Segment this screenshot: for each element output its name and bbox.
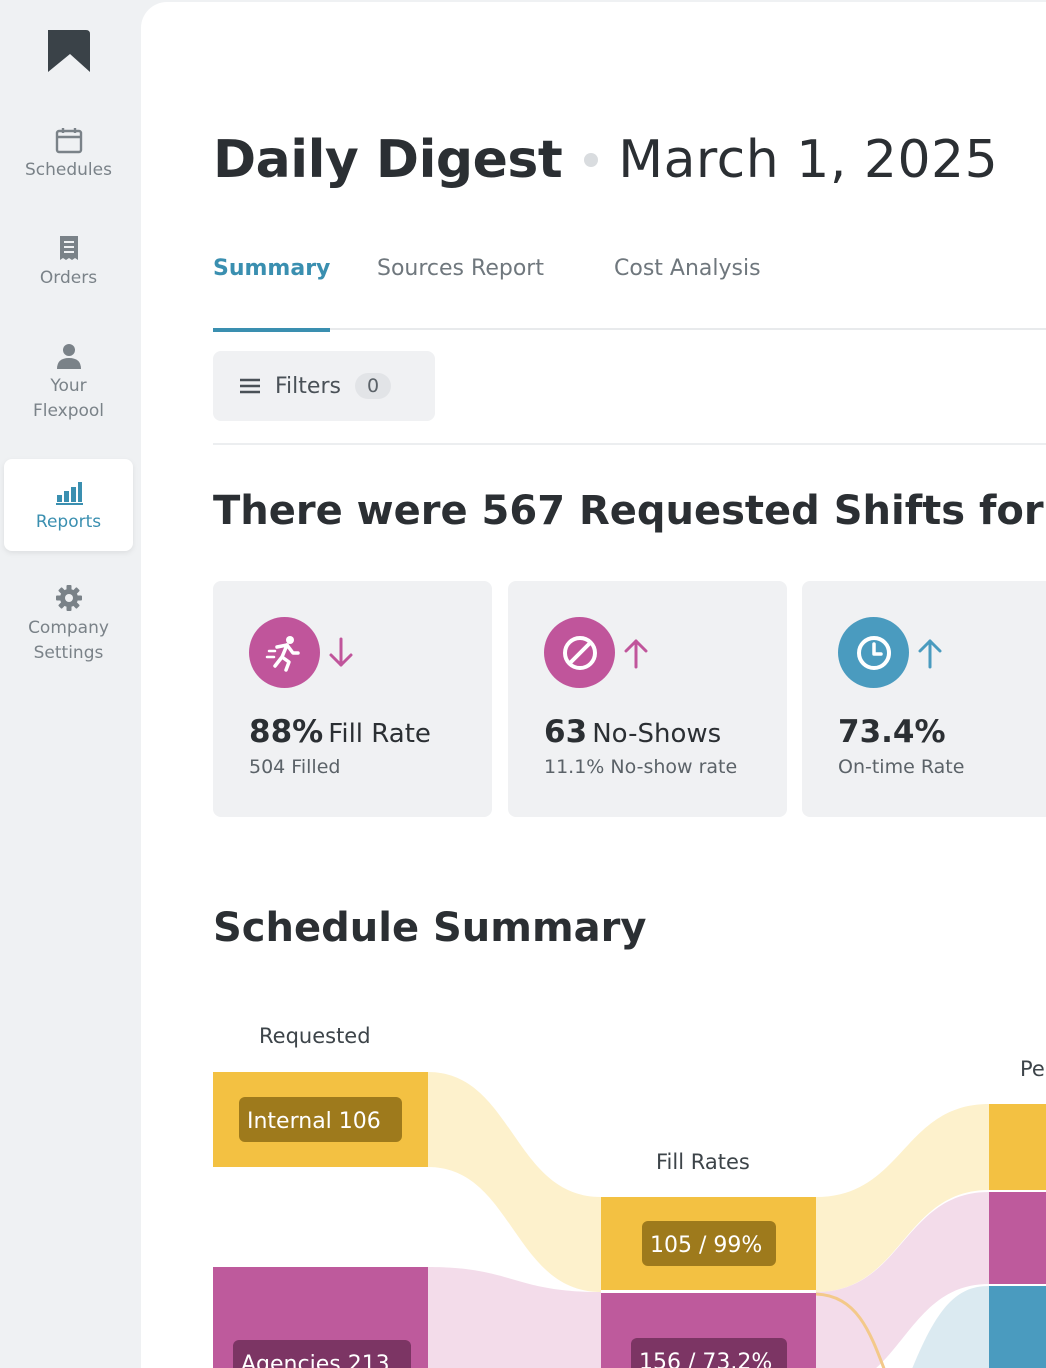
- filters-label: Filters: [275, 373, 341, 399]
- sidebar-item-label: Your: [50, 376, 87, 396]
- sidebar-item-label: Schedules: [25, 160, 112, 180]
- filters-count-badge: 0: [354, 373, 392, 399]
- page-date: March 1, 2025: [618, 130, 999, 190]
- logo-icon[interactable]: [44, 28, 94, 74]
- node-label-fill-magenta: 156 / 73.2%: [639, 1350, 772, 1368]
- flow-internal-to-fill: [428, 1072, 601, 1292]
- trend-up-arrow-icon: [624, 639, 648, 669]
- node-label-bg: [239, 1097, 402, 1142]
- metric-subtext: 11.1% No-show rate: [544, 756, 738, 778]
- metric-number: 73.4%: [838, 714, 946, 750]
- column-label-fill-rates: Fill Rates: [656, 1150, 750, 1174]
- bar-chart-icon: [53, 476, 85, 508]
- metric-subtext: 504 Filled: [249, 756, 341, 778]
- clock-icon: [838, 617, 909, 688]
- page-title: Daily Digest March 1, 2025: [213, 130, 998, 190]
- metric-card-fill-rate: 88% Fill Rate 504 Filled: [213, 581, 492, 817]
- node-next-magenta[interactable]: [989, 1192, 1046, 1284]
- node-label-bg: [642, 1221, 776, 1266]
- tab-bar: Summary Sources Report Cost Analysis: [213, 252, 1046, 332]
- trend-down-arrow-icon: [329, 637, 353, 667]
- tab-summary[interactable]: Summary: [213, 256, 331, 332]
- metric-value: 88% Fill Rate: [249, 714, 431, 750]
- page-title-text: Daily Digest: [213, 130, 563, 190]
- node-label-internal: Internal 106: [247, 1109, 381, 1134]
- node-label-bg: [631, 1338, 787, 1368]
- metric-label: Fill Rate: [328, 719, 431, 749]
- column-label-next: Pe: [1020, 1057, 1045, 1081]
- flow-fill-to-next-yellow: [816, 1104, 989, 1292]
- flow-thin-yellow: [815, 1292, 886, 1368]
- node-label-fill-yellow: 105 / 99%: [650, 1233, 762, 1258]
- schedule-summary-title: Schedule Summary: [213, 905, 647, 951]
- title-separator-dot: [584, 153, 599, 167]
- running-person-icon: [249, 617, 320, 688]
- metric-value: 63 No-Shows: [544, 714, 721, 750]
- person-icon: [53, 340, 85, 372]
- prohibited-icon: [544, 617, 615, 688]
- sidebar-item-orders[interactable]: Orders: [4, 232, 133, 302]
- calendar-icon: [53, 124, 85, 156]
- sidebar-item-label: Orders: [39, 268, 98, 288]
- sidebar-item-label: Reports: [35, 511, 102, 532]
- sidebar-item-label: Company: [28, 618, 109, 638]
- column-label-requested: Requested: [259, 1024, 371, 1048]
- metric-number: 63: [544, 714, 588, 750]
- sidebar-item-company-settings[interactable]: Company Settings: [4, 582, 133, 674]
- sidebar-item-flexpool[interactable]: Your Flexpool: [4, 340, 133, 432]
- node-next-blue[interactable]: [989, 1286, 1046, 1368]
- flow-fill-to-next-blue: [912, 1286, 989, 1368]
- sidebar-item-reports[interactable]: Reports: [4, 459, 133, 551]
- sidebar-item-label: Flexpool: [32, 401, 105, 421]
- metric-card-on-time-rate: 73.4% On-time Rate: [802, 581, 1046, 817]
- metric-value: 73.4%: [838, 714, 946, 750]
- tab-sources-report[interactable]: Sources Report: [377, 256, 544, 281]
- receipt-icon: [53, 232, 85, 264]
- metric-card-no-shows: 63 No-Shows 11.1% No-show rate: [508, 581, 787, 817]
- tab-cost-analysis[interactable]: Cost Analysis: [614, 256, 761, 281]
- sidebar: Schedules Orders Your Flexpool Reports: [0, 0, 140, 1368]
- trend-up-arrow-icon: [918, 639, 942, 669]
- requested-shifts-headline: There were 567 Requested Shifts for th: [213, 488, 1046, 534]
- gear-icon: [53, 582, 85, 614]
- sidebar-item-label: Settings: [33, 643, 104, 663]
- metric-number: 88%: [249, 714, 324, 750]
- flow-agencies-to-fill: [428, 1267, 601, 1368]
- metric-subtext: On-time Rate: [838, 756, 965, 778]
- filters-button[interactable]: Filters 0: [213, 351, 435, 421]
- divider: [213, 443, 1046, 445]
- main-panel: Daily Digest March 1, 2025 Summary Sourc…: [141, 2, 1046, 1368]
- metric-label: No-Shows: [592, 719, 722, 749]
- schedule-summary-sankey: Requested Fill Rates Pe Internal 106 Age…: [213, 1024, 1046, 1368]
- filter-lines-icon: [240, 378, 260, 394]
- node-label-bg: [233, 1340, 411, 1368]
- node-label-agencies: Agencies 213: [241, 1352, 390, 1368]
- sidebar-item-schedules[interactable]: Schedules: [4, 124, 133, 194]
- flow-fill-to-next-magenta: [816, 1192, 989, 1368]
- node-next-yellow[interactable]: [989, 1104, 1046, 1190]
